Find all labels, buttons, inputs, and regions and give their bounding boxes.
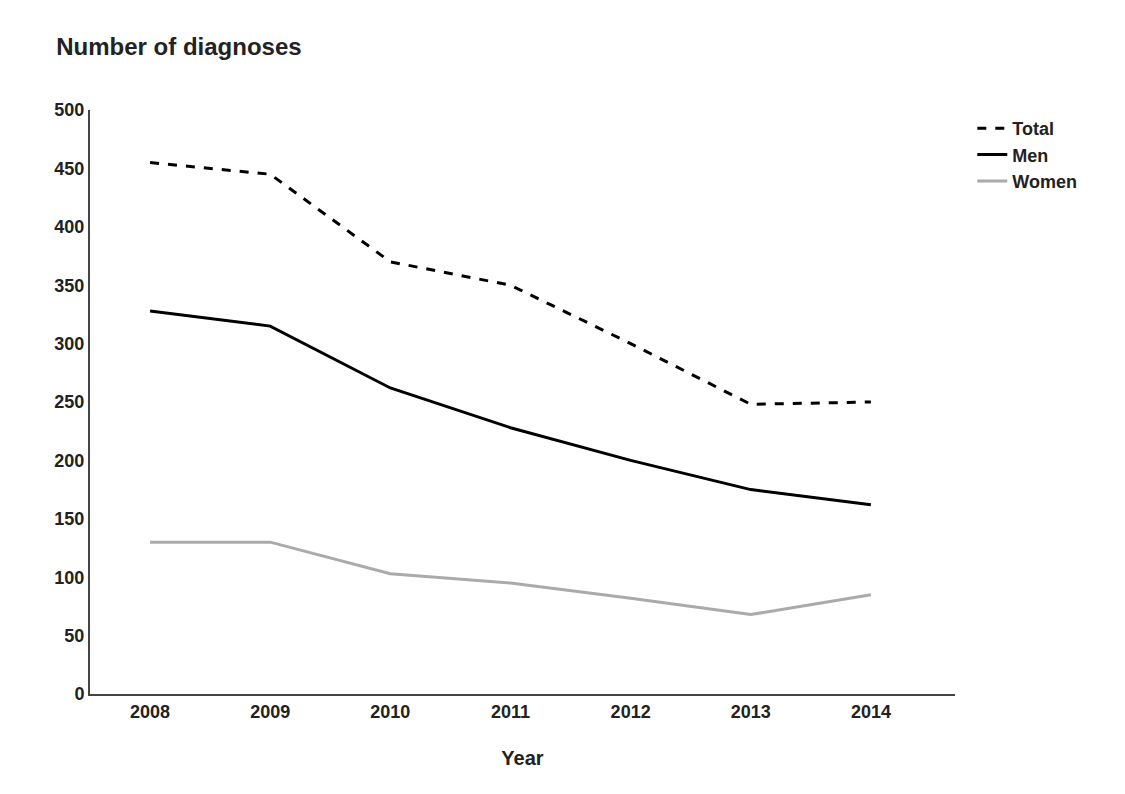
- svg-text:0: 0: [74, 684, 84, 704]
- svg-text:500: 500: [54, 100, 84, 120]
- svg-text:2012: 2012: [611, 702, 651, 722]
- svg-text:100: 100: [54, 568, 84, 588]
- svg-text:200: 200: [54, 451, 84, 471]
- svg-text:Number of diagnoses: Number of diagnoses: [56, 33, 301, 60]
- svg-text:350: 350: [54, 276, 84, 296]
- svg-text:50: 50: [64, 626, 84, 646]
- svg-text:Women: Women: [1012, 172, 1077, 192]
- svg-text:2009: 2009: [250, 702, 290, 722]
- svg-text:2011: 2011: [491, 702, 530, 722]
- svg-text:2014: 2014: [851, 702, 891, 722]
- svg-text:400: 400: [54, 217, 84, 237]
- svg-text:300: 300: [54, 334, 84, 354]
- svg-text:450: 450: [54, 159, 84, 179]
- svg-text:Year: Year: [501, 747, 543, 769]
- svg-text:Men: Men: [1012, 146, 1048, 166]
- svg-text:150: 150: [54, 509, 84, 529]
- svg-text:2010: 2010: [370, 702, 410, 722]
- svg-text:2013: 2013: [731, 702, 771, 722]
- svg-text:250: 250: [54, 392, 84, 412]
- svg-text:2008: 2008: [130, 702, 170, 722]
- svg-text:Total: Total: [1012, 119, 1054, 139]
